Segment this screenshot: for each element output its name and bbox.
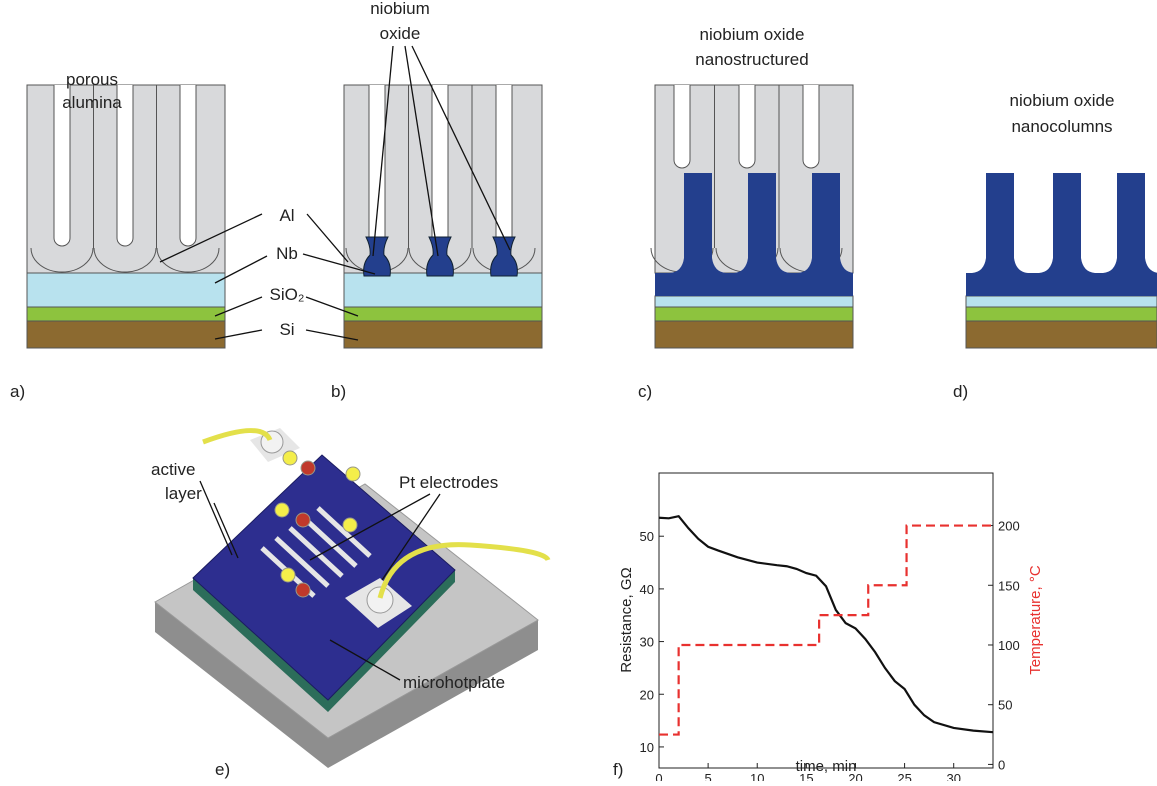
molecule (283, 451, 297, 465)
y2-tick-label: 0 (998, 757, 1005, 772)
oxide-layer (655, 273, 853, 296)
pore (496, 85, 512, 245)
nanocolumn (1039, 173, 1095, 273)
molecule (281, 568, 295, 582)
si-layer (344, 321, 542, 348)
series-line (659, 516, 993, 732)
pore (674, 85, 690, 168)
label: Pt electrodes (399, 473, 498, 492)
label: nanostructured (695, 50, 808, 69)
si-layer (655, 321, 853, 348)
x-tick-label: 25 (897, 771, 911, 781)
x-tick-label: 0 (655, 771, 662, 781)
panel-letter: c) (638, 382, 652, 401)
panel-letter: d) (953, 382, 968, 401)
label: niobium oxide (700, 25, 805, 44)
y2-tick-label: 150 (998, 578, 1020, 593)
sio2-layer (27, 307, 225, 321)
figure: porous alumina niobium oxide Al Nb SiO₂ … (0, 0, 1157, 781)
series-line (659, 526, 993, 735)
y-tick-label: 40 (640, 582, 654, 597)
y2-tick-label: 50 (998, 698, 1012, 713)
y-tick-label: 50 (640, 529, 654, 544)
leader-line (307, 214, 348, 262)
nb-layer (655, 296, 853, 307)
nb-layer (344, 273, 542, 307)
x-tick-label: 5 (705, 771, 712, 781)
y-axis-title: Resistance, GΩ (618, 567, 635, 672)
pore (432, 85, 448, 245)
label: active (151, 460, 195, 479)
label: microhotplate (403, 673, 505, 692)
label: Al (279, 206, 294, 225)
nb-layer (27, 273, 225, 307)
panel-letter: a) (10, 382, 25, 401)
panel-letter: f) (613, 760, 623, 779)
x-tick-label: 10 (750, 771, 764, 781)
label: layer (165, 484, 202, 503)
y2-tick-label: 100 (998, 638, 1020, 653)
x-tick-label: 20 (848, 771, 862, 781)
label: Si (279, 320, 294, 339)
pore (369, 85, 385, 245)
x-tick-label: 15 (799, 771, 813, 781)
si-layer (966, 321, 1157, 348)
y-tick-label: 20 (640, 687, 654, 702)
nb-layer (966, 296, 1157, 307)
label: nanocolumns (1011, 117, 1112, 136)
label: niobium oxide (1010, 91, 1115, 110)
label: Nb (276, 244, 298, 263)
label: oxide (380, 24, 421, 43)
y2-axis-title: Temperature, °C (1027, 565, 1044, 675)
label: porous (66, 70, 118, 89)
y-tick-label: 10 (640, 740, 654, 755)
molecule (301, 461, 315, 475)
panel-letter: b) (331, 382, 346, 401)
pore (739, 85, 755, 168)
sio2-layer (655, 307, 853, 321)
sio2-layer (966, 307, 1157, 321)
leader-line (200, 481, 232, 555)
oxide-layer (966, 273, 1157, 296)
label: niobium (370, 0, 430, 18)
y-tick-label: 30 (640, 635, 654, 650)
si-layer (27, 321, 225, 348)
label: alumina (62, 93, 122, 112)
molecule (346, 467, 360, 481)
panel-letter: e) (215, 760, 230, 779)
label: SiO₂ (270, 285, 305, 304)
pore (803, 85, 819, 168)
pore (180, 85, 196, 246)
molecule (343, 518, 357, 532)
x-tick-label: 30 (946, 771, 960, 781)
molecule (275, 503, 289, 517)
sio2-layer (344, 307, 542, 321)
molecule (296, 513, 310, 527)
y2-tick-label: 200 (998, 519, 1020, 534)
molecule (296, 583, 310, 597)
nanocolumn (1103, 173, 1157, 273)
nanocolumn (972, 173, 1028, 273)
